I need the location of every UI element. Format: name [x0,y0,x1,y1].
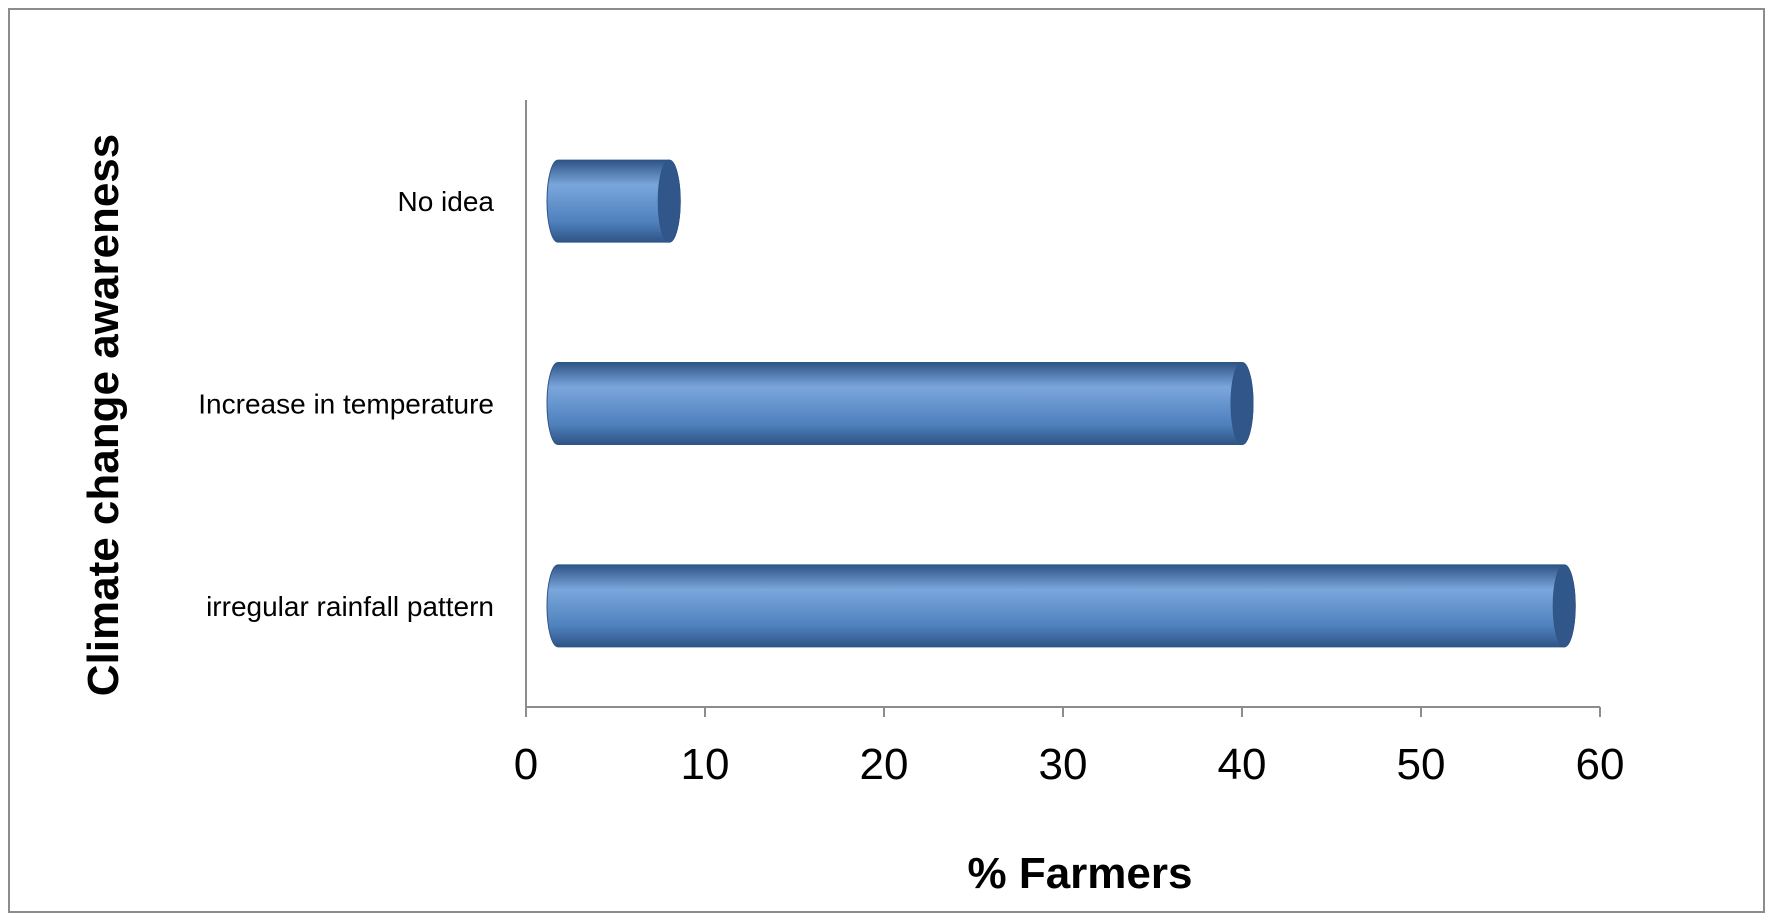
x-axis-title: % Farmers [967,849,1192,898]
bar [546,159,681,243]
bar-cap [657,159,681,243]
x-tick-label: 20 [860,740,909,789]
bar-cap [1230,362,1254,445]
x-tick-label: 30 [1039,740,1088,789]
x-tick-label: 10 [681,740,730,789]
bar-body [546,564,1576,648]
bar-cap [1552,564,1576,648]
x-tick-label: 50 [1397,740,1446,789]
x-tick-label: 60 [1576,740,1625,789]
x-tick-label: 0 [514,740,538,789]
bar-chart: No idea Increase in temperature irregular … [79,100,1624,898]
category-label: irregular rainfall pattern [206,591,494,622]
category-label: Increase in temperature [198,389,494,420]
chart-frame: No idea Increase in temperature irregular … [8,8,1765,913]
category-label: No idea [397,186,494,217]
bars-layer [546,159,1576,648]
bar-body [546,362,1254,445]
y-axis-title: Climate change awareness [79,134,128,696]
x-tick-label: 40 [1218,740,1267,789]
bar [546,564,1576,648]
labels-layer: No idea Increase in temperature irregular … [198,186,1624,789]
axes-layer [525,100,1601,717]
bar [546,362,1254,445]
